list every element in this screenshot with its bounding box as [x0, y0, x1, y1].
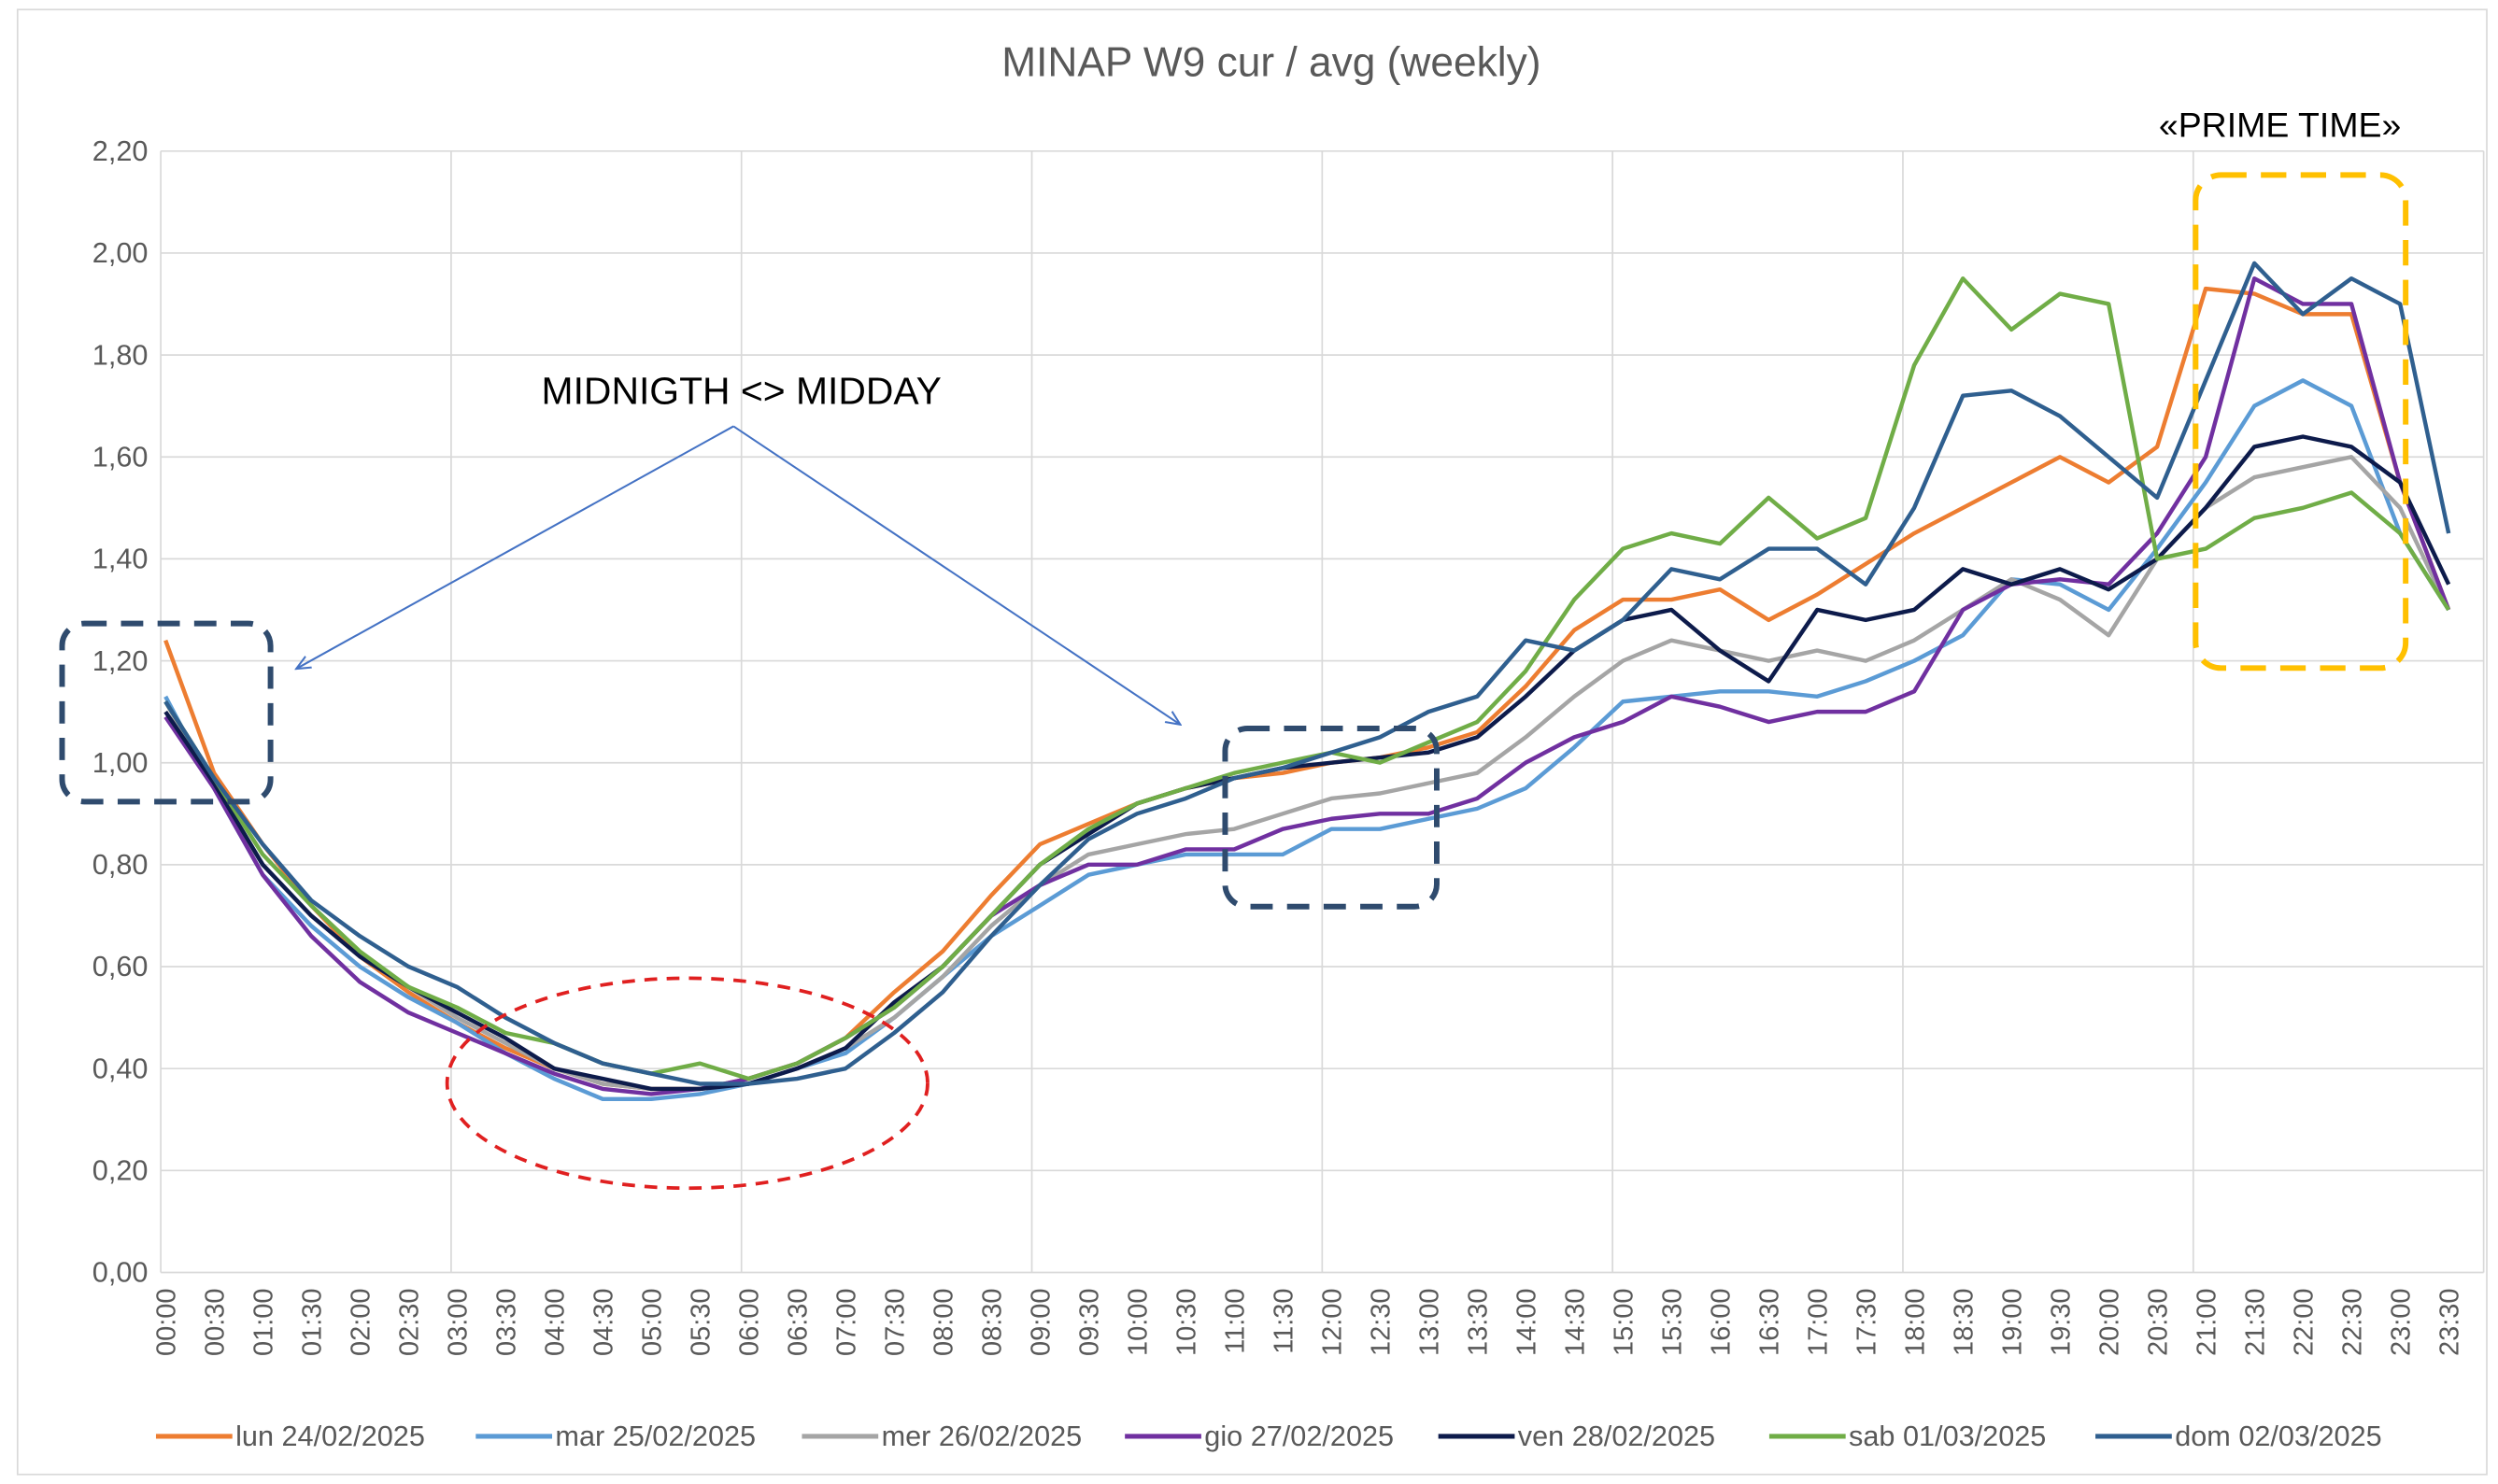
x-tick-label: 07:30 [880, 1289, 910, 1356]
x-tick-label: 04:00 [540, 1289, 570, 1356]
x-tick-label: 00:00 [151, 1289, 181, 1356]
series-lines [163, 261, 2451, 1102]
x-tick-label: 05:00 [637, 1289, 667, 1356]
series-line [163, 378, 2451, 1102]
x-tick-label: 20:30 [2143, 1289, 2173, 1356]
x-tick-label: 06:30 [783, 1289, 813, 1356]
highlight-box [2193, 172, 2409, 671]
x-tick-label: 15:00 [1609, 1289, 1639, 1356]
x-tick-label: 20:00 [2094, 1289, 2124, 1356]
x-tick-label: 02:30 [394, 1289, 424, 1356]
y-tick-label: 1,40 [92, 544, 149, 575]
x-tick-label: 16:00 [1706, 1289, 1736, 1356]
annotation-text: MIDNIGTH <> MIDDAY [542, 370, 942, 413]
x-tick-label: 22:00 [2289, 1289, 2319, 1356]
x-tick-label: 06:00 [734, 1289, 764, 1356]
x-tick-label: 03:30 [491, 1289, 521, 1356]
y-tick-label: 0,00 [92, 1257, 149, 1289]
x-tick-label: 17:00 [1803, 1289, 1833, 1356]
grid: 0,00 0,20 0,40 0,60 0,80 1,00 1,20 1,40 1,60 1,80… [92, 135, 2485, 1356]
y-tick-label: 2,00 [92, 237, 149, 269]
x-tick-label: 08:30 [977, 1289, 1007, 1356]
x-tick-label: 10:00 [1123, 1289, 1153, 1356]
x-tick-label: 19:00 [1997, 1289, 2027, 1356]
annotation-text: «PRIME TIME» [2159, 105, 2401, 144]
x-tick-label: 12:30 [1366, 1289, 1396, 1356]
x-tick-label: 18:00 [1900, 1289, 1930, 1356]
annotation-arrow [298, 425, 734, 668]
x-tick-label: 23:30 [2434, 1289, 2464, 1356]
x-tick-label: 14:30 [1560, 1289, 1590, 1356]
y-tick-label: 2,20 [92, 135, 149, 167]
y-tick-label: 0,40 [92, 1053, 149, 1084]
x-tick-label: 09:00 [1026, 1289, 1056, 1356]
x-tick-label: 12:00 [1317, 1289, 1347, 1356]
x-tick-label: 13:00 [1414, 1289, 1444, 1356]
highlight-box [59, 620, 274, 805]
y-tick-label: 0,80 [92, 849, 149, 881]
chart-border [16, 8, 2488, 1476]
legend-label: ven 28/02/2025 [1518, 1420, 1715, 1452]
legend: lun 24/02/2025 mar 25/02/2025 mer 26/02/20… [155, 1420, 2382, 1452]
x-tick-label: 07:00 [831, 1289, 861, 1356]
x-tick-label: 04:30 [589, 1289, 618, 1356]
series-line [163, 261, 2451, 1086]
series-line [163, 434, 2451, 1092]
x-tick-label: 09:30 [1074, 1289, 1104, 1356]
x-tick-label: 01:00 [248, 1289, 278, 1356]
x-tick-label: 01:30 [297, 1289, 327, 1356]
y-tick-label: 1,60 [92, 441, 149, 473]
annotation-arrow [732, 425, 1179, 723]
y-tick-label: 1,80 [92, 339, 149, 371]
x-tick-label: 11:00 [1220, 1289, 1250, 1354]
legend-label: lun 24/02/2025 [235, 1420, 425, 1452]
y-tick-label: 1,00 [92, 747, 149, 779]
x-tick-label: 11:30 [1269, 1289, 1299, 1354]
legend-label: mer 26/02/2025 [882, 1420, 1083, 1452]
legend-label: gio 27/02/2025 [1204, 1420, 1394, 1452]
x-tick-label: 19:30 [2046, 1289, 2076, 1356]
highlight-box [1222, 726, 1440, 910]
y-tick-label: 0,60 [92, 951, 149, 982]
x-tick-label: 05:30 [686, 1289, 716, 1356]
x-tick-label: 15:30 [1657, 1289, 1687, 1356]
x-tick-label: 14:00 [1512, 1289, 1541, 1356]
legend-label: sab 01/03/2025 [1849, 1420, 2046, 1452]
x-tick-label: 17:30 [1852, 1289, 1881, 1356]
x-tick-label: 21:30 [2240, 1289, 2270, 1356]
x-tick-label: 21:00 [2192, 1289, 2221, 1356]
x-tick-label: 10:30 [1171, 1289, 1201, 1356]
x-tick-label: 16:30 [1754, 1289, 1784, 1356]
x-tick-label: 22:30 [2337, 1289, 2367, 1356]
highlight-ellipse [445, 976, 930, 1191]
x-tick-label: 18:30 [1949, 1289, 1979, 1356]
legend-label: dom 02/03/2025 [2175, 1420, 2381, 1452]
chart-title: MINAP W9 cur / avg (weekly) [1001, 40, 1540, 86]
series-line [163, 276, 2451, 1081]
x-tick-label: 23:00 [2386, 1289, 2416, 1356]
legend-label: mar 25/02/2025 [555, 1420, 756, 1452]
x-tick-label: 08:00 [929, 1289, 958, 1356]
series-line [163, 276, 2451, 1096]
x-tick-label: 00:30 [200, 1289, 230, 1356]
x-tick-label: 13:30 [1463, 1289, 1493, 1356]
x-tick-label: 02:00 [346, 1289, 376, 1356]
y-tick-label: 1,20 [92, 645, 149, 677]
y-tick-label: 0,20 [92, 1155, 149, 1187]
x-tick-label: 03:00 [443, 1289, 473, 1356]
